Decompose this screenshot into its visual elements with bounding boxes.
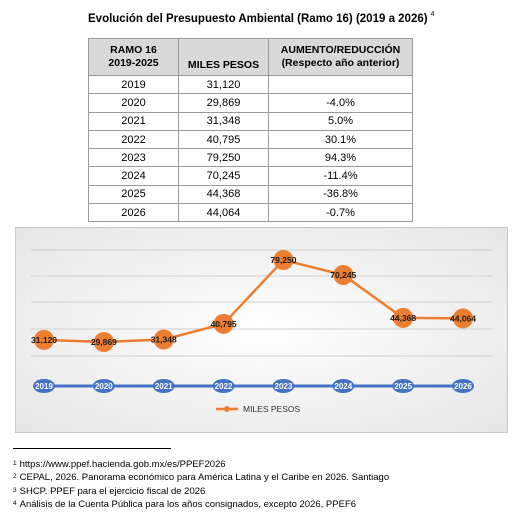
category-label: 2022 — [215, 382, 233, 391]
data-point — [153, 329, 174, 350]
data-label: 79,250 — [270, 255, 296, 265]
footnote-item: 2 CEPAL, 2026. Panorama económico para Am… — [13, 471, 389, 484]
change-cell: 5.0% — [268, 111, 413, 131]
budget-line-chart: 2019 2020 2021 2022 2023 2024 2025 2026 31,120 2… — [15, 227, 508, 433]
category-marker — [272, 379, 295, 393]
chart-background — [16, 228, 507, 432]
header-aumento-reduccion: AUMENTO/REDUCCIÓN (Respecto año anterior) — [268, 38, 413, 76]
data-point — [213, 313, 234, 334]
table-row: 2026 44,064 -0.7% — [88, 203, 413, 223]
data-label: 29,869 — [91, 337, 117, 347]
category-marker — [152, 379, 175, 393]
data-label: 31,120 — [31, 335, 57, 345]
table-header-row: RAMO 16 2019-2025 MILES PESOS AUMENTO/RED… — [88, 38, 413, 76]
table-row: 2019 31,120 — [88, 74, 413, 95]
data-point — [273, 250, 294, 270]
data-point — [93, 332, 114, 352]
footnote-number: 3 — [13, 486, 17, 494]
footnote-number: 1 — [13, 460, 17, 467]
category-label: 2023 — [275, 382, 293, 391]
data-label: 31,348 — [151, 335, 177, 345]
amount-cell: 70,245 — [178, 166, 269, 186]
footnote-item: 4 Análisis de la Cuenta Pública para los … — [13, 498, 389, 511]
footnote-text: Análisis de la Cuenta Pública para los a… — [19, 499, 357, 511]
footnote-number: 2 — [13, 473, 17, 481]
category-marker — [92, 379, 115, 393]
data-label: 40,795 — [211, 319, 237, 329]
table-row: 2023 79,250 94.3% — [88, 148, 413, 168]
year-cell: 2022 — [88, 129, 179, 150]
legend-marker — [224, 406, 230, 412]
year-cell: 2019 — [88, 74, 179, 95]
change-cell: 30.1% — [268, 129, 413, 150]
category-label: 2026 — [454, 382, 472, 391]
data-label: 70,245 — [330, 270, 356, 280]
category-marker — [452, 379, 474, 393]
amount-cell: 29,869 — [178, 93, 269, 113]
data-point — [34, 329, 54, 350]
title-footnote-ref: 4 — [430, 11, 435, 18]
table-row: 2020 29,869 -4.0% — [88, 93, 413, 113]
header-miles-pesos: MILES PESOS — [178, 38, 269, 76]
data-label: 44,368 — [390, 313, 416, 323]
data-point — [453, 308, 473, 329]
category-label: 2019 — [35, 382, 53, 391]
change-cell — [268, 74, 413, 95]
year-cell: 2023 — [88, 148, 179, 168]
amount-cell: 44,368 — [178, 184, 269, 205]
document-title: Evolución del Presupuesto Ambiental (Ram… — [88, 11, 435, 25]
category-marker — [392, 379, 415, 393]
budget-table: RAMO 16 2019-2025 MILES PESOS AUMENTO/RED… — [88, 38, 413, 223]
category-label: 2021 — [155, 382, 173, 391]
change-cell: -36.8% — [268, 184, 413, 205]
category-label: 2025 — [394, 382, 412, 391]
data-point — [333, 264, 354, 285]
footnote-text: SHCP. PPEF para el ejercicio fiscal de 2… — [19, 485, 206, 497]
change-cell: -0.7% — [268, 203, 413, 223]
footnote-item: 1 https://www.ppef.hacienda.gob.mx/es/PPE… — [13, 458, 389, 471]
category-marker — [212, 379, 235, 393]
change-cell: -11.4% — [268, 166, 413, 186]
category-marker — [332, 379, 355, 393]
amount-cell: 79,250 — [178, 148, 269, 168]
year-cell: 2021 — [88, 111, 179, 131]
category-label: 2020 — [95, 382, 113, 391]
table-row: 2021 31,348 5.0% — [88, 111, 413, 131]
change-cell: 94.3% — [268, 148, 413, 168]
table-row: 2025 44,368 -36.8% — [88, 184, 413, 205]
footnote-divider — [13, 448, 171, 449]
table-row: 2022 40,795 30.1% — [88, 129, 413, 150]
category-marker — [33, 379, 55, 393]
table-row: 2024 70,245 -11.4% — [88, 166, 413, 186]
data-label: 44,064 — [450, 313, 476, 323]
amount-cell: 31,120 — [178, 74, 269, 95]
footnote-text: CEPAL, 2026. Panorama económico para Amé… — [19, 472, 390, 484]
data-point — [393, 307, 414, 328]
title-text: Evolución del Presupuesto Ambiental (Ram… — [88, 13, 428, 25]
footnote-number: 4 — [13, 500, 17, 508]
amount-cell: 44,064 — [178, 203, 269, 223]
category-label: 2024 — [334, 382, 352, 391]
amount-cell: 31,348 — [178, 111, 269, 131]
year-cell: 2020 — [88, 93, 179, 113]
change-cell: -4.0% — [268, 93, 413, 113]
header-ramo: RAMO 16 2019-2025 — [88, 38, 179, 76]
legend-label: MILES PESOS — [243, 404, 300, 414]
chart-svg: 2019 2020 2021 2022 2023 2024 2025 2026 31,120 2… — [16, 228, 507, 432]
year-cell: 2025 — [88, 184, 179, 205]
year-cell: 2024 — [88, 166, 179, 186]
footnote-text: https://www.ppef.hacienda.gob.mx/es/PPEF… — [19, 459, 226, 470]
amount-cell: 40,795 — [178, 129, 269, 150]
year-cell: 2026 — [88, 203, 179, 223]
footnotes: 1 https://www.ppef.hacienda.gob.mx/es/PPE… — [13, 448, 389, 512]
footnote-item: 3 SHCP. PPEF para el ejercicio fiscal de … — [13, 485, 389, 498]
